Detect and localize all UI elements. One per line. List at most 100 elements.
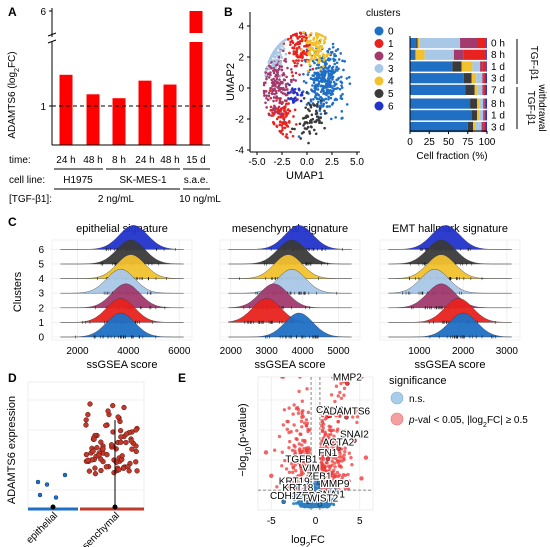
volcano-point-sig xyxy=(301,409,305,413)
volcano-point-sig xyxy=(334,414,338,418)
umap-point-cluster-5 xyxy=(310,113,314,117)
panel-a-row-tgf: [TGF-β1]: xyxy=(9,194,52,205)
umap-point-cluster-6 xyxy=(291,89,295,92)
umap-point-cluster-2 xyxy=(289,78,293,82)
volcano-legend-ns: n.s. xyxy=(409,394,425,405)
volcano-point-sig xyxy=(301,459,305,464)
umap-point-cluster-1 xyxy=(283,107,286,110)
ridge-density-cluster-4 xyxy=(228,254,352,279)
umap-point-cluster-5 xyxy=(307,141,310,145)
volcano-point-sig xyxy=(332,468,336,473)
panel-label-c: C xyxy=(8,215,17,229)
ridge-panel-1: 2000 3000 4000 5000 mesenchymal signature ssG… xyxy=(220,223,361,371)
panel-label-d: D xyxy=(8,371,17,385)
volcano-point-sig xyxy=(337,455,342,459)
umap-point-cluster-0 xyxy=(327,74,331,78)
volcano-point-ns xyxy=(337,495,341,499)
umap-point-cluster-5 xyxy=(314,109,318,113)
umap-point-cluster-2 xyxy=(271,88,275,91)
volcano-point-ns xyxy=(301,499,305,503)
umap-point-cluster-4 xyxy=(302,31,306,34)
gene-point-TGFB1 xyxy=(299,463,304,468)
umap-point-cluster-0 xyxy=(345,77,349,80)
strip-point-epithelial xyxy=(35,479,41,485)
volcano-point-sig xyxy=(326,433,331,437)
umap-point-cluster-1 xyxy=(277,115,280,119)
stack-seg-7-cluster-3 xyxy=(475,121,482,133)
cell-fraction-bars xyxy=(410,38,487,133)
umap-point-cluster-2 xyxy=(276,73,280,76)
volcano-point-sig xyxy=(322,445,326,450)
umap-point-cluster-2 xyxy=(277,84,281,88)
legend-marker-cluster-0 xyxy=(374,26,384,36)
umap-point-cluster-0 xyxy=(327,58,331,62)
umap-point-cluster-3 xyxy=(277,51,280,55)
volcano-point-sig xyxy=(332,475,336,479)
volcano-point-ns xyxy=(296,496,300,500)
panel-c-ylabel: Clusters xyxy=(12,271,24,312)
umap-point-cluster-3 xyxy=(276,45,279,49)
umap-point-cluster-4 xyxy=(317,58,321,62)
panel-label-a: A xyxy=(8,5,17,19)
strip-point-mesenchymal xyxy=(90,448,96,454)
umap-point-cluster-0 xyxy=(297,135,301,138)
ridge-density-cluster-5 xyxy=(228,239,352,265)
volcano-point-sig xyxy=(331,409,336,413)
umap-point-cluster-4 xyxy=(307,35,311,38)
volcano-point-ns xyxy=(292,502,296,506)
umap-point-cluster-4 xyxy=(324,37,327,41)
umap-point-cluster-1 xyxy=(287,102,290,105)
volcano-point-sig xyxy=(320,428,325,433)
volcano-point-sig xyxy=(327,424,331,428)
umap-point-cluster-2 xyxy=(294,79,297,82)
volcano-point-sig xyxy=(334,481,339,486)
umap-point-cluster-4 xyxy=(317,46,320,50)
volcano-point-sig xyxy=(343,449,347,454)
volcano-point-sig xyxy=(304,424,309,428)
volcano-point-sig xyxy=(326,444,330,448)
volcano-point-sig xyxy=(289,478,294,482)
umap-point-cluster-5 xyxy=(302,130,305,134)
volcano-point-sig xyxy=(335,429,339,433)
umap-point-cluster-2 xyxy=(266,72,270,75)
gene-label-FN1: FN1 xyxy=(318,448,337,459)
ridge-density-cluster-5 xyxy=(60,239,184,265)
umap-point-cluster-6 xyxy=(288,83,291,87)
legend-label-cluster-0: 0 xyxy=(388,27,394,38)
legend-ns-marker xyxy=(390,391,404,405)
stack-seg-0-cluster-6 xyxy=(486,38,487,49)
volcano-point-sig xyxy=(297,475,301,480)
strip-point-mesenchymal xyxy=(103,464,109,470)
umap-point-cluster-0 xyxy=(337,58,341,61)
umap-point-cluster-0 xyxy=(318,104,322,108)
volcano-point-sig xyxy=(293,449,297,453)
umap-point-cluster-0 xyxy=(347,76,351,79)
volcano-point-sig xyxy=(296,460,301,465)
umap-point-cluster-0 xyxy=(329,96,333,100)
stack-seg-2-cluster-5 xyxy=(452,61,462,72)
volcano-point-sig xyxy=(298,480,302,484)
volcano-point-sig xyxy=(277,434,282,439)
stack-seg-4-cluster-0 xyxy=(410,84,466,95)
volcano-point-ns xyxy=(302,495,306,499)
umap-point-cluster-2 xyxy=(272,71,276,75)
panel-a-bar-chart: ADAMTS6 (log2FC) 6 1 time: cell line: [T… xyxy=(7,7,221,205)
volcano-point-sig xyxy=(326,450,330,454)
umap-point-cluster-2 xyxy=(265,94,268,97)
umap-point-cluster-5 xyxy=(316,118,319,122)
ridge-density-cluster-0 xyxy=(388,312,512,338)
volcano-point-sig xyxy=(332,444,336,448)
gene-label-SNAI2: SNAI2 xyxy=(340,430,369,441)
umap-point-cluster-0 xyxy=(317,97,321,101)
umap-point-cluster-0 xyxy=(329,117,333,121)
umap-point-cluster-1 xyxy=(291,134,295,138)
umap-point-cluster-6 xyxy=(298,88,301,92)
umap-point-cluster-0 xyxy=(341,92,344,96)
umap-point-cluster-1 xyxy=(301,56,304,59)
bar-5 xyxy=(189,42,203,145)
volcano-point-ns xyxy=(299,494,303,498)
strip-point-mesenchymal xyxy=(85,411,91,418)
umap-point-cluster-4 xyxy=(319,49,323,53)
stack-category-6: 1 d xyxy=(491,111,505,122)
volcano-point-ns xyxy=(302,502,306,506)
